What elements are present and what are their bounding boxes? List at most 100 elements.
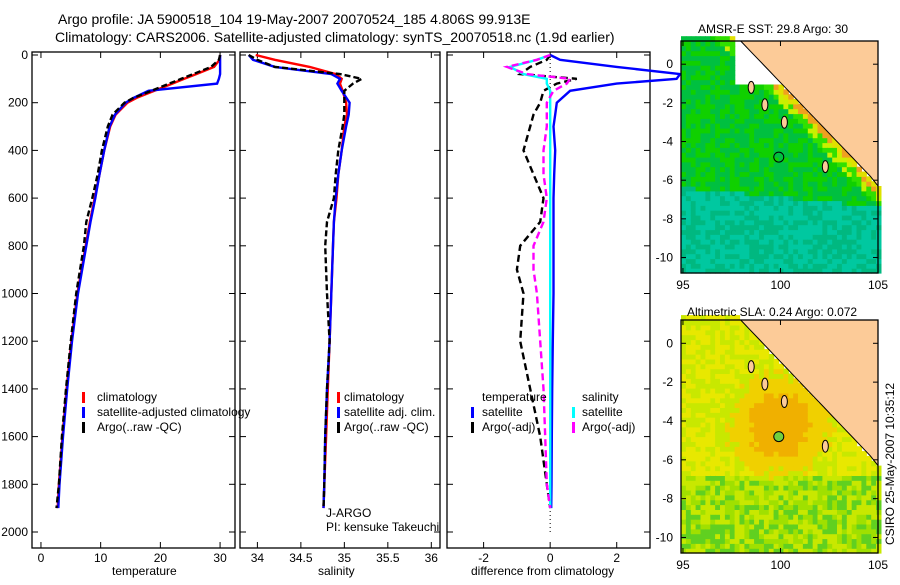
map-cell xyxy=(710,358,716,365)
map-cell xyxy=(734,407,741,413)
map-cell xyxy=(763,108,770,115)
map-cell xyxy=(749,190,755,197)
map-cell xyxy=(715,339,721,345)
map-cell xyxy=(724,465,731,472)
map-cell xyxy=(866,195,872,202)
map-cell xyxy=(720,118,726,124)
map-cell xyxy=(739,421,745,428)
map-cell xyxy=(690,329,697,336)
y-tick-label: 1400 xyxy=(1,382,28,396)
map-cell xyxy=(710,451,716,457)
map-cell xyxy=(690,480,697,486)
map-cell xyxy=(744,446,750,452)
map-cell xyxy=(744,94,750,100)
diff-legend-sal-satellite: satellite xyxy=(582,405,623,419)
map-cell xyxy=(749,234,755,240)
map-cell xyxy=(851,229,858,235)
map-cell xyxy=(705,79,711,86)
map-cell xyxy=(729,470,736,476)
map-cell xyxy=(832,176,838,182)
map-cell xyxy=(695,431,702,438)
map-cell xyxy=(681,161,687,168)
map-cell xyxy=(827,470,833,476)
map-cell xyxy=(773,137,780,144)
map-cell xyxy=(715,499,721,506)
map-cell xyxy=(744,368,750,374)
map-cell xyxy=(700,358,706,365)
map-cell xyxy=(793,533,799,540)
map-cell xyxy=(759,402,765,408)
map-cell xyxy=(788,94,794,100)
map-cell xyxy=(851,441,858,447)
map-cell xyxy=(705,36,711,42)
map-cell xyxy=(710,215,716,221)
map-cell xyxy=(720,113,726,119)
series-line-argo xyxy=(248,53,366,509)
map-cell xyxy=(754,234,760,240)
map-cell xyxy=(754,339,760,345)
map-cell xyxy=(720,402,726,408)
map-cell xyxy=(866,215,872,221)
map-cell xyxy=(841,431,848,438)
map-cell xyxy=(807,494,814,501)
map-cell xyxy=(832,446,838,452)
map-cell xyxy=(763,494,770,501)
map-cell xyxy=(705,118,711,124)
map-cell xyxy=(715,407,721,413)
map-cell xyxy=(724,108,731,115)
map-cell xyxy=(729,451,736,457)
map-cell xyxy=(690,268,697,274)
map-cell xyxy=(773,171,780,177)
map-cell xyxy=(778,103,784,110)
map-cell xyxy=(802,123,809,129)
map-cell xyxy=(695,147,702,153)
map-cell xyxy=(778,186,784,192)
map-cell xyxy=(778,190,784,197)
map-cell xyxy=(788,244,794,250)
map-cell xyxy=(700,181,706,187)
map-cell xyxy=(690,248,697,255)
map-cell xyxy=(695,538,702,544)
map-cell xyxy=(739,181,745,187)
map-cell xyxy=(817,441,823,447)
map-cell xyxy=(715,417,721,423)
sal-annotation-pi: PI: kensuke Takeuchi xyxy=(326,520,439,534)
map-cell xyxy=(851,519,858,525)
map-cell xyxy=(754,263,760,269)
map-cell xyxy=(705,258,711,264)
map-cell xyxy=(827,142,833,148)
map-cell xyxy=(754,94,760,100)
map-cell xyxy=(768,229,775,235)
map-cell xyxy=(851,210,858,216)
map-cell xyxy=(739,455,745,462)
map-cell xyxy=(710,499,716,506)
map-cell xyxy=(744,324,750,331)
map-cell xyxy=(763,543,770,549)
map-cell xyxy=(700,132,706,139)
map-cell xyxy=(739,137,745,144)
map-cell xyxy=(705,190,711,197)
map-cell xyxy=(734,219,741,226)
map-cell xyxy=(768,152,775,158)
map-cell xyxy=(759,509,765,515)
map-cell xyxy=(705,504,711,510)
map-cell xyxy=(681,258,687,264)
map-cell xyxy=(690,339,697,345)
map-cell xyxy=(793,152,799,158)
map-cell xyxy=(749,548,755,554)
map-cell xyxy=(763,94,770,100)
title-line-2: Climatology: CARS2006. Satellite-adjuste… xyxy=(55,29,615,45)
map-cell xyxy=(715,50,721,57)
map-cell xyxy=(724,152,731,158)
map-cell xyxy=(720,36,726,42)
map-cell xyxy=(739,142,745,148)
map-cell xyxy=(705,499,711,506)
map-cell xyxy=(720,363,726,370)
map-cell xyxy=(749,402,755,408)
map-cell xyxy=(715,132,721,139)
map-cell xyxy=(788,200,794,206)
map-cell xyxy=(710,84,716,90)
map-cell xyxy=(690,354,697,360)
map-cell xyxy=(720,79,726,86)
map-cell xyxy=(681,354,687,360)
